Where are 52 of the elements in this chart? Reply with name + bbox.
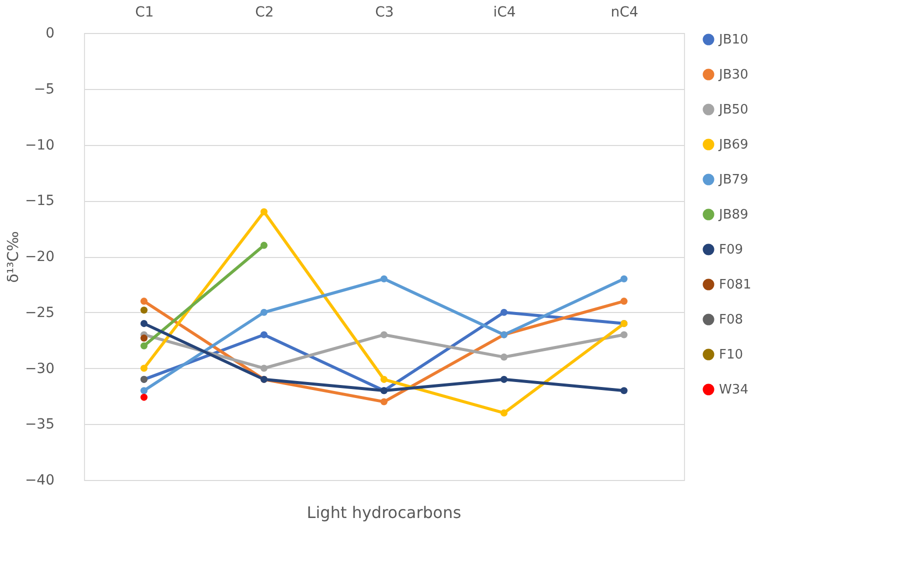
y-tick-label: −30 [24,360,54,377]
y-tick-label: 0 [46,26,54,42]
point [260,364,268,372]
point [260,208,268,216]
x-axis-title: Light hydrocarbons [306,503,462,522]
legend-label: JB10 [718,32,748,48]
point [620,275,628,282]
legend-label: F08 [719,312,744,328]
point [380,331,388,338]
legend-label: JB30 [718,68,748,82]
y-tick-label: −20 [24,249,54,265]
point [140,298,148,305]
point [140,394,148,401]
x-tick-label: C1 [135,4,154,20]
y-tick-label: −5 [34,81,54,98]
point [500,354,508,361]
point [620,331,628,338]
y-tick-label: −15 [24,193,54,210]
point [260,331,268,338]
legend-label: F09 [719,242,744,258]
x-tick-label: nC4 [610,4,638,20]
point [500,409,508,416]
x-tick-label: C3 [375,4,394,20]
legend-label: JB79 [718,172,748,188]
point [620,387,628,394]
point [380,376,388,383]
point [500,376,508,383]
legend-label: JB89 [718,208,748,222]
point [140,342,148,350]
y-tick-label: −25 [24,304,54,321]
point [140,387,148,394]
point [380,398,388,406]
point [140,306,148,314]
point [260,242,268,249]
point [620,298,628,305]
legend-label: W34 [719,382,748,398]
legend-label: F081 [719,278,752,292]
point [380,275,388,282]
legend-label: JB69 [718,138,748,152]
y-tick-label: −35 [24,416,54,433]
x-tick-label: C2 [255,4,274,20]
y-axis-title: δ¹³C‰ [4,231,22,283]
y-tick-label: −40 [24,472,54,488]
legend-label: F10 [719,348,744,362]
point [500,308,508,316]
y-tick-label: −10 [24,137,54,154]
point [140,334,148,342]
point [260,308,268,316]
point [140,320,148,328]
legend-label: JB50 [718,102,748,118]
x-tick-label: iC4 [493,4,516,20]
point [140,364,148,372]
